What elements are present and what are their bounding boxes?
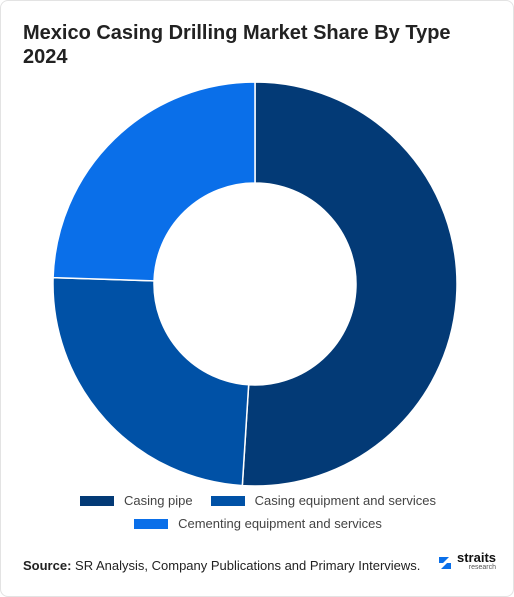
donut-segment [52, 276, 250, 487]
logo: straits research [437, 550, 497, 573]
legend-item: Casing pipe [79, 493, 193, 508]
source-text: SR Analysis, Company Publications and Pr… [75, 558, 421, 573]
legend: Casing pipe Casing equipment and services… [1, 493, 514, 539]
donut-segment [52, 81, 256, 282]
source: Source: SR Analysis, Company Publication… [23, 558, 420, 573]
legend-label: Casing equipment and services [254, 493, 437, 508]
legend-row: Cementing equipment and services [1, 516, 514, 531]
legend-swatch [134, 518, 169, 529]
legend-item: Cementing equipment and services [134, 516, 382, 531]
legend-swatch [79, 495, 114, 506]
legend-swatch [210, 495, 245, 506]
chart-title: Mexico Casing Drilling Market Share By T… [23, 22, 451, 68]
chart [52, 81, 458, 487]
source-label: Source: [23, 558, 72, 573]
legend-label: Casing pipe [123, 493, 193, 508]
donut-segment [241, 81, 458, 487]
logo-text: straits [457, 550, 497, 565]
legend-label: Cementing equipment and services [178, 516, 382, 531]
logo-sub: research [468, 564, 497, 571]
legend-item: Casing equipment and services [210, 493, 437, 508]
legend-row: Casing pipe Casing equipment and services [1, 493, 514, 508]
logo-icon [439, 557, 451, 569]
